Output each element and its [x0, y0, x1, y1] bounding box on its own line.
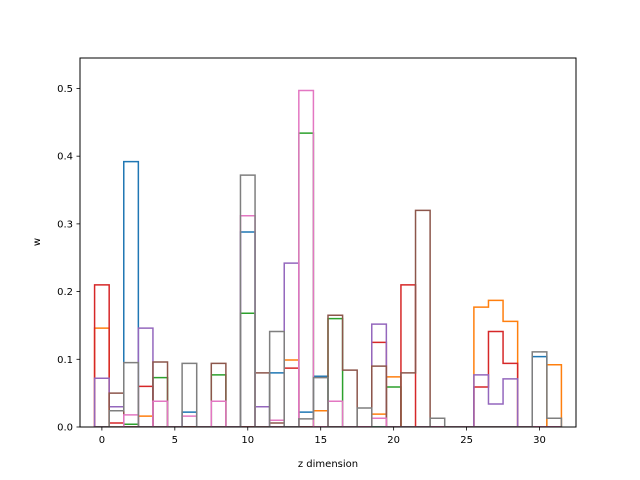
- y-tick-label: 0.0: [57, 423, 73, 434]
- series-5-step-line: [94, 209, 562, 427]
- x-tick-label: 30: [533, 435, 546, 446]
- y-tick-label: 0.1: [57, 355, 73, 366]
- x-tick-label: 20: [387, 435, 400, 446]
- y-tick-label: 0.3: [57, 219, 73, 230]
- y-tick-label: 0.4: [57, 152, 73, 163]
- series-4-step-line: [93, 262, 562, 427]
- y-axis-label: w: [32, 238, 43, 246]
- axes-frame: [79, 57, 577, 428]
- x-axis: 0 5 10 15 20 25 30: [99, 427, 546, 446]
- x-tick-label: 15: [314, 435, 327, 446]
- y-tick-label: 0.2: [57, 287, 73, 298]
- series-6-step-line: [94, 89, 562, 427]
- x-axis-label: z dimension: [298, 459, 358, 470]
- x-tick-label: 10: [241, 435, 254, 446]
- y-tick-label: 0.5: [57, 84, 73, 95]
- x-tick-label: 5: [172, 435, 178, 446]
- series-1-step-line: [93, 299, 563, 427]
- y-axis: 0.0 0.1 0.2 0.3 0.4 0.5: [57, 84, 80, 434]
- plot-area: [93, 89, 563, 427]
- x-tick-label: 0: [99, 435, 105, 446]
- series-7-step-line: [94, 174, 563, 427]
- x-tick-label: 25: [460, 435, 473, 446]
